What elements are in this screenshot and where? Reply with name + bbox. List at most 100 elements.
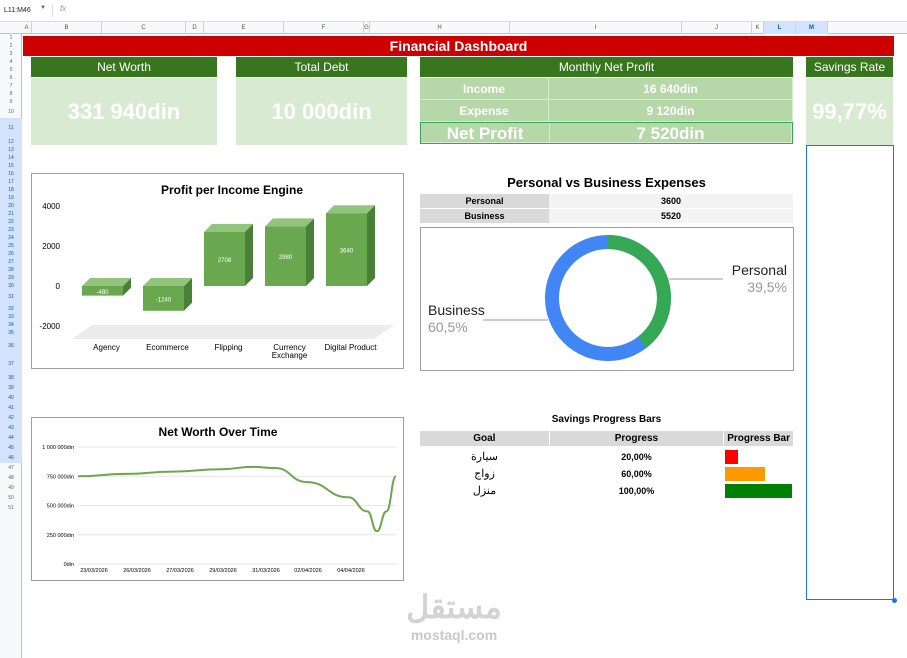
row-header[interactable]: 23 xyxy=(0,226,22,234)
row-header[interactable]: 21 xyxy=(0,210,22,218)
column-header[interactable]: G xyxy=(364,22,370,34)
row-header[interactable]: 36 xyxy=(0,337,22,356)
column-header[interactable]: H xyxy=(370,22,510,34)
row-header[interactable]: 9 xyxy=(9,99,13,105)
row-header[interactable]: 48 xyxy=(8,475,14,481)
donut-slice-personal[interactable] xyxy=(545,235,671,361)
column-header[interactable]: A xyxy=(22,22,32,34)
row-header[interactable]: 24 xyxy=(0,234,22,242)
row-header[interactable]: 6 xyxy=(9,75,13,81)
row-header[interactable]: 34 xyxy=(0,321,22,329)
chart-floor xyxy=(72,325,394,339)
row-header[interactable]: 37 xyxy=(0,356,22,373)
expense-row: Expense 9 120din xyxy=(420,100,793,122)
row-header[interactable]: 14 xyxy=(0,154,22,162)
row-header[interactable]: 42 xyxy=(0,413,22,423)
row-header[interactable]: 32 xyxy=(0,305,22,313)
row-header[interactable]: 39 xyxy=(0,383,22,393)
column-header[interactable]: F xyxy=(284,22,364,34)
y-tick-label: 250 000din xyxy=(47,533,74,539)
column-header[interactable]: M xyxy=(796,22,828,34)
progress-bar-fill xyxy=(725,450,739,464)
row-header[interactable]: 3 xyxy=(9,51,13,57)
bar-side xyxy=(367,205,375,286)
row-header[interactable]: 45 xyxy=(0,443,22,453)
fill-handle[interactable] xyxy=(892,598,897,603)
income-value: 16 640din xyxy=(549,78,793,100)
row-header[interactable]: 2 xyxy=(9,43,13,49)
slice-percent: 39,5% xyxy=(747,279,787,295)
savings-rate-header: Savings Rate xyxy=(806,57,893,77)
row-header[interactable]: 10 xyxy=(8,109,14,115)
row-header[interactable]: 49 xyxy=(8,485,14,491)
savings-header-row: Goal Progress Progress Bar xyxy=(420,431,793,446)
column-header[interactable]: B xyxy=(32,22,102,34)
profit-chart-card[interactable]: Profit per Income Engine 4000 2000 0 -2000 -… xyxy=(31,173,404,369)
row-header[interactable]: 41 xyxy=(0,403,22,413)
row-header[interactable]: 51 xyxy=(8,505,14,511)
watermark-text: mostaql.com xyxy=(410,627,498,643)
row-header[interactable]: 12 xyxy=(0,138,22,146)
column-header[interactable]: D xyxy=(186,22,204,34)
row-header[interactable]: 19 xyxy=(0,194,22,202)
progress-bar-cell xyxy=(724,466,793,482)
fx-icon: fx xyxy=(60,4,67,13)
row-header[interactable]: 28 xyxy=(0,266,22,274)
bar-top xyxy=(143,278,192,286)
column-header[interactable]: E xyxy=(204,22,284,34)
bar[interactable] xyxy=(265,226,306,286)
row-header[interactable]: 27 xyxy=(0,258,22,266)
net-worth-header: Net Worth xyxy=(31,57,217,77)
row-header[interactable]: 35 xyxy=(0,329,22,337)
row-header[interactable]: 1 xyxy=(9,35,13,41)
row-header[interactable]: 18 xyxy=(0,186,22,194)
row-header[interactable]: 47 xyxy=(8,465,14,471)
name-box[interactable]: L11:M46 xyxy=(4,7,31,14)
row-header[interactable]: 4 xyxy=(9,59,13,65)
data-label: -480 xyxy=(96,290,109,296)
column-header[interactable]: K xyxy=(752,22,764,34)
bar[interactable] xyxy=(143,286,184,311)
row-header[interactable]: 46 xyxy=(0,453,22,463)
row-header[interactable]: 13 xyxy=(0,146,22,154)
networth-chart-card[interactable]: Net Worth Over Time 1 000 000din 750 000d… xyxy=(31,417,404,581)
bar[interactable] xyxy=(326,213,367,286)
row-header[interactable]: 8 xyxy=(9,91,13,97)
column-header[interactable]: J xyxy=(682,22,752,34)
chevron-down-icon[interactable]: ▼ xyxy=(40,5,46,11)
x-tick-label: 26/03/2026 xyxy=(123,568,151,574)
row-header[interactable]: 33 xyxy=(0,313,22,321)
row-header[interactable]: 16 xyxy=(0,170,22,178)
selection-range[interactable] xyxy=(806,145,894,600)
row-header[interactable]: 38 xyxy=(0,373,22,383)
column-header[interactable]: C xyxy=(102,22,186,34)
column-header[interactable]: L xyxy=(764,22,796,34)
row-header[interactable]: 15 xyxy=(0,162,22,170)
row-header[interactable]: 17 xyxy=(0,178,22,186)
row-header[interactable]: 29 xyxy=(0,274,22,282)
row-header[interactable]: 44 xyxy=(0,433,22,443)
x-tick-label: Currency xyxy=(273,343,305,352)
row-header[interactable]: 5 xyxy=(9,67,13,73)
column-header[interactable]: I xyxy=(510,22,682,34)
x-tick-label: Exchange xyxy=(272,351,308,360)
row-header[interactable]: 25 xyxy=(0,242,22,250)
series-line[interactable] xyxy=(77,465,397,533)
row-header[interactable]: 26 xyxy=(0,250,22,258)
row-header[interactable]: 20 xyxy=(0,202,22,210)
row-header[interactable]: 43 xyxy=(0,423,22,433)
row-header[interactable]: 31 xyxy=(0,290,22,305)
donut-chart-card[interactable]: Personal 39,5% Business 60,5% xyxy=(420,227,794,371)
progress-bar-fill xyxy=(725,484,792,498)
bar[interactable] xyxy=(204,231,245,286)
row-header[interactable]: 22 xyxy=(0,218,22,226)
row-header[interactable]: 40 xyxy=(0,393,22,403)
row-header[interactable]: 30 xyxy=(0,282,22,290)
bar[interactable] xyxy=(82,286,123,296)
row-header[interactable]: 7 xyxy=(9,83,13,89)
y-tick-label: 2000 xyxy=(42,242,60,251)
goal-cell: منزل xyxy=(472,485,497,497)
row-header[interactable]: 11 xyxy=(0,118,22,138)
row-header[interactable]: 50 xyxy=(8,495,14,501)
